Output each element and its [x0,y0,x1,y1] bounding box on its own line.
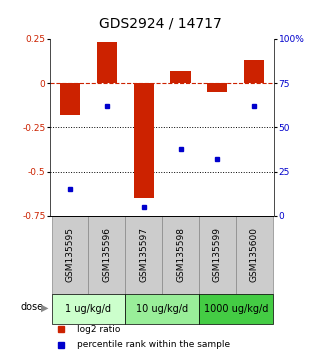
Text: GSM135598: GSM135598 [176,227,185,282]
Text: GSM135599: GSM135599 [213,227,222,282]
Text: percentile rank within the sample: percentile rank within the sample [77,340,230,349]
Bar [52,294,125,324]
Bar [199,294,273,324]
Bar [207,83,228,92]
Bar [134,83,154,198]
Bar [244,60,264,83]
Text: 1000 ug/kg/d: 1000 ug/kg/d [204,304,268,314]
Text: GSM135596: GSM135596 [102,227,111,282]
Text: log2 ratio: log2 ratio [77,325,120,334]
Bar [236,216,273,294]
Text: GSM135595: GSM135595 [65,227,74,282]
Text: GSM135600: GSM135600 [250,227,259,282]
Text: GSM135597: GSM135597 [139,227,148,282]
Text: 1 ug/kg/d: 1 ug/kg/d [65,304,111,314]
Text: GDS2924 / 14717: GDS2924 / 14717 [99,16,222,30]
Bar [125,294,199,324]
Bar [52,216,88,294]
Bar [162,216,199,294]
Bar [97,42,117,83]
Bar [199,216,236,294]
Bar [88,216,125,294]
Bar [125,216,162,294]
Text: dose: dose [20,302,43,312]
Text: ▶: ▶ [41,303,48,313]
Bar [170,71,191,83]
Text: 10 ug/kg/d: 10 ug/kg/d [136,304,188,314]
Bar [60,83,80,115]
